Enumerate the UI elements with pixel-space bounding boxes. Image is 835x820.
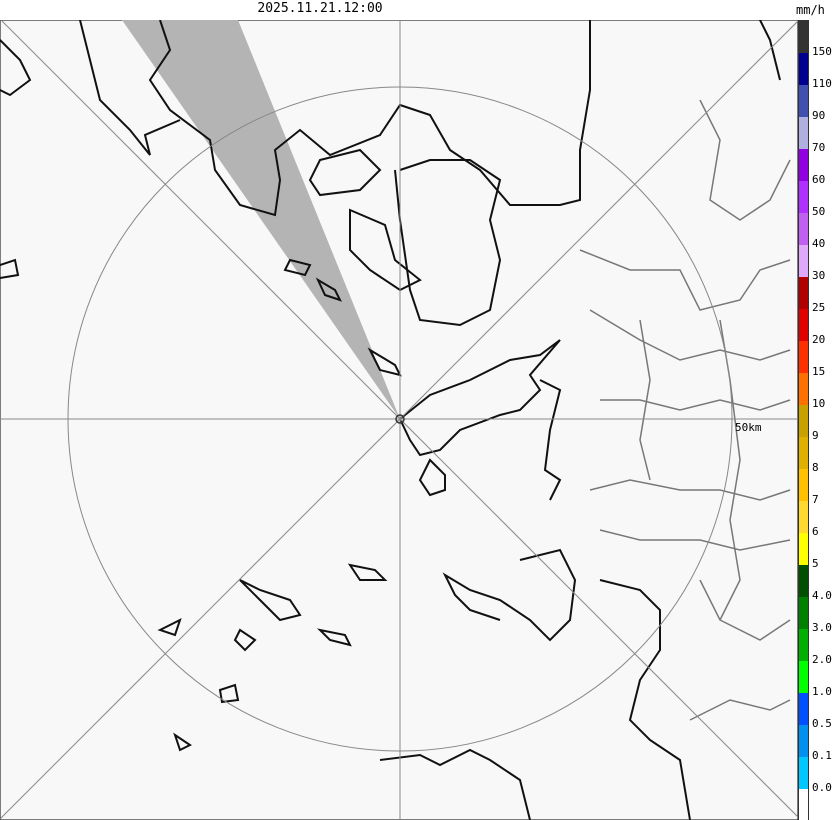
legend-label: 40 (812, 237, 826, 250)
legend-swatch (799, 245, 808, 277)
legend-swatch (799, 309, 808, 341)
legend-swatch (799, 501, 808, 533)
legend-swatch (799, 437, 808, 469)
legend-swatch (799, 725, 808, 757)
legend-label: 9 (812, 429, 819, 442)
legend-label: 110 (812, 77, 832, 90)
legend-label: 0.5 (812, 717, 832, 730)
legend-label: 1.0 (812, 685, 832, 698)
range-ring-label: 50km (735, 421, 762, 434)
legend-swatch (799, 341, 808, 373)
legend-label: 7 (812, 493, 819, 506)
radar-site-marker (395, 414, 405, 424)
legend-swatch (799, 629, 808, 661)
precipitation-legend (798, 20, 809, 820)
legend-label: 25 (812, 301, 826, 314)
legend-unit: mm/h (796, 3, 825, 17)
coastlines (0, 20, 781, 820)
legend-swatch (799, 181, 808, 213)
timestamp-title: 2025.11.21.12:00 (257, 1, 383, 16)
range-grid (0, 20, 798, 820)
legend-label: 150 (812, 45, 832, 58)
legend-swatch (799, 53, 808, 85)
legend-swatch (799, 373, 808, 405)
legend-label: 8 (812, 461, 819, 474)
legend-label: 15 (812, 365, 826, 378)
grid-line-diagonal-1 (0, 20, 798, 818)
legend-swatch (799, 405, 808, 437)
radar-map[interactable] (0, 20, 798, 820)
legend-swatch (799, 757, 808, 789)
legend-swatch (799, 469, 808, 501)
legend-label: 0.0 (812, 781, 832, 794)
legend-label: 30 (812, 269, 826, 282)
blocked-sector (122, 20, 400, 419)
legend-swatch (799, 117, 808, 149)
legend-label: 3.0 (812, 621, 832, 634)
legend-label: 50 (812, 205, 826, 218)
legend-swatch (799, 789, 808, 820)
legend-swatch (799, 597, 808, 629)
legend-swatch (799, 661, 808, 693)
legend-label: 90 (812, 109, 826, 122)
legend-label: 20 (812, 333, 826, 346)
legend-swatch (799, 149, 808, 181)
legend-swatch (799, 693, 808, 725)
legend-label: 10 (812, 397, 826, 410)
legend-swatch (799, 565, 808, 597)
legend-swatch (799, 277, 808, 309)
legend-label: 2.0 (812, 653, 832, 666)
legend-label: 70 (812, 141, 826, 154)
legend-label: 60 (812, 173, 826, 186)
legend-label: 5 (812, 557, 819, 570)
legend-swatch (799, 85, 808, 117)
grid-line-diagonal-2 (0, 20, 798, 820)
legend-swatch (799, 21, 808, 53)
legend-swatch (799, 533, 808, 565)
legend-label: 4.0 (812, 589, 832, 602)
legend-swatch (799, 213, 808, 245)
legend-label: 6 (812, 525, 819, 538)
legend-label: 0.1 (812, 749, 832, 762)
admin-boundaries (579, 99, 791, 721)
